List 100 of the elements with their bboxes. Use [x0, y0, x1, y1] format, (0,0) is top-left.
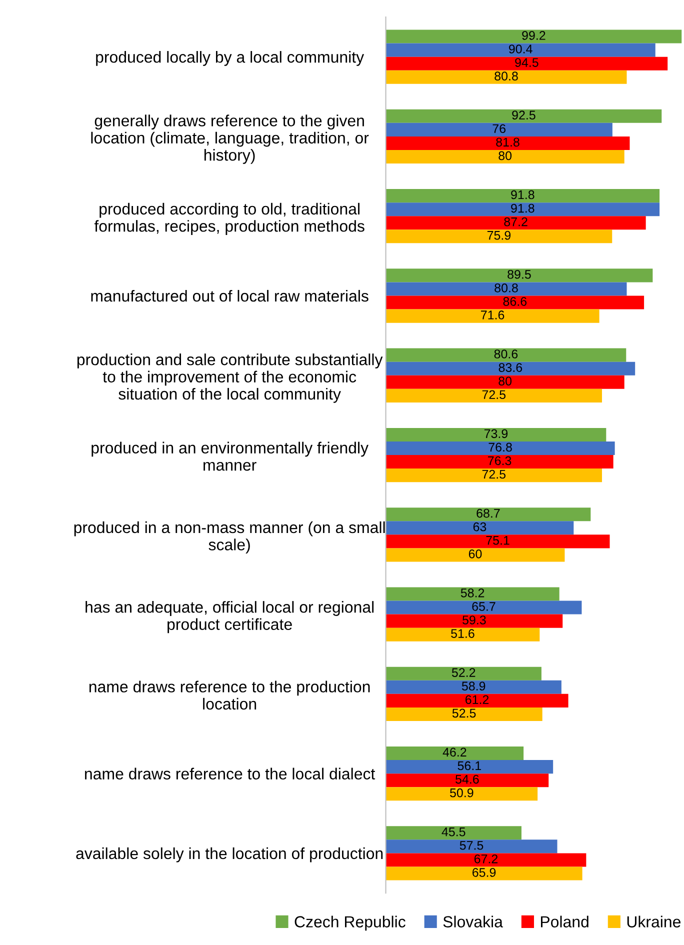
bar: [386, 614, 563, 628]
y-tick-label: name draws reference to the production location: [89, 680, 370, 710]
data-label: 46.2: [442, 748, 466, 757]
data-label: 80.8: [494, 283, 518, 292]
data-label: 61.2: [466, 695, 489, 704]
data-label: 75.9: [487, 230, 511, 240]
data-label: 52.2: [452, 668, 476, 677]
bar: [386, 362, 636, 376]
bar: [386, 189, 660, 203]
bar: [386, 628, 540, 642]
bar: [386, 521, 574, 535]
data-label: 59.3: [462, 616, 486, 624]
legend-label: Ukraine: [627, 916, 680, 928]
bar: [386, 216, 646, 230]
data-label: 92.5: [512, 110, 536, 120]
data-label: 72.5: [482, 390, 506, 400]
y-tick-label: generally draws reference to the given location (climate, language, tradition, or history): [91, 114, 369, 164]
y-tick-label: production and sale contribute substantially to the improvement of the economic situation of the local community: [77, 354, 383, 403]
bar: [386, 746, 524, 760]
data-label: 86.6: [503, 297, 527, 306]
bar: [386, 296, 644, 310]
data-label: 91.8: [511, 190, 534, 200]
bar: [386, 853, 586, 867]
bar: [386, 840, 558, 854]
data-label: 72.5: [482, 470, 506, 479]
data-label: 83.6: [498, 363, 522, 372]
bar: [386, 70, 627, 84]
data-label: 71.6: [481, 310, 504, 320]
bar: [386, 826, 522, 840]
bar: [386, 468, 602, 482]
bar: [386, 348, 626, 362]
bar: [386, 707, 542, 722]
data-label: 91.8: [511, 204, 534, 213]
bar: [386, 56, 668, 70]
data-label: 90.4: [508, 44, 532, 54]
bar: [386, 136, 630, 150]
bar: [386, 388, 602, 402]
bar: [386, 268, 653, 282]
data-label: 58.9: [462, 682, 486, 691]
data-label: 76: [492, 124, 506, 134]
bar: [386, 534, 610, 548]
bar: [386, 666, 542, 680]
data-label: 51.6: [451, 629, 474, 638]
bar: [386, 787, 538, 801]
y-tick-label: has an adequate, official local or regional product certificate: [86, 601, 374, 634]
bar: [386, 587, 560, 601]
data-label: 76.8: [488, 442, 512, 452]
bar: [386, 309, 600, 323]
bar: [386, 109, 662, 123]
y-tick-label: produced in a non-mass manner (on a small scale): [74, 521, 385, 554]
data-label: 65.9: [472, 868, 496, 877]
legend-label: Poland: [540, 916, 588, 928]
data-label: 73.9: [484, 429, 508, 438]
data-label: 80: [498, 151, 512, 160]
bar: [386, 202, 660, 216]
bar: [386, 455, 614, 469]
data-label: 68.7: [476, 508, 500, 518]
data-label: 45.5: [442, 828, 466, 836]
data-label: 80.6: [494, 350, 518, 358]
bar: [386, 230, 612, 244]
y-tick-label: manufactured out of local raw materials: [91, 290, 368, 302]
bar: [386, 30, 682, 44]
bar: [386, 600, 582, 614]
y-tick-label: produced according to old, traditional formulas, recipes, production methods: [94, 202, 364, 235]
data-label: 56.1: [458, 761, 481, 770]
data-label: 67.2: [474, 854, 498, 864]
y-tick-label: produced locally by a local community: [96, 51, 364, 66]
y-tick-label: available solely in the location of production: [76, 847, 383, 862]
data-label: 58.2: [460, 588, 484, 598]
data-label: 76.3: [488, 456, 512, 466]
bar: [386, 43, 656, 57]
data-label: 57.5: [460, 841, 484, 850]
y-tick-label: produced in an environmentally friendly manner: [92, 442, 368, 471]
data-label: 75.1: [486, 536, 510, 545]
y-tick-label: name draws reference to the local dialect: [85, 768, 376, 780]
bar: [386, 150, 624, 164]
data-label: 54.6: [456, 774, 479, 784]
data-label: 52.5: [452, 708, 476, 718]
bar: [386, 694, 568, 708]
bar: [386, 866, 582, 880]
bar: [386, 441, 615, 456]
legend-label: Slovakia: [443, 916, 503, 928]
legend-label: Czech Republic: [294, 916, 406, 931]
bar: [386, 760, 554, 774]
bar: [386, 428, 606, 442]
bar: [386, 282, 627, 296]
bar: [386, 508, 591, 522]
data-label: 87.2: [504, 217, 528, 226]
data-label: 60: [468, 549, 482, 558]
data-label: 81.8: [496, 138, 520, 147]
bar: [386, 122, 612, 136]
bar: [386, 680, 562, 694]
bar: [386, 774, 549, 788]
bar: [386, 548, 565, 562]
data-label: 65.7: [472, 602, 496, 611]
bar: [386, 375, 624, 389]
data-label: 89.5: [508, 270, 531, 279]
data-label: 94.5: [515, 58, 538, 67]
data-label: 80: [498, 376, 512, 386]
data-label: 99.2: [522, 31, 546, 40]
